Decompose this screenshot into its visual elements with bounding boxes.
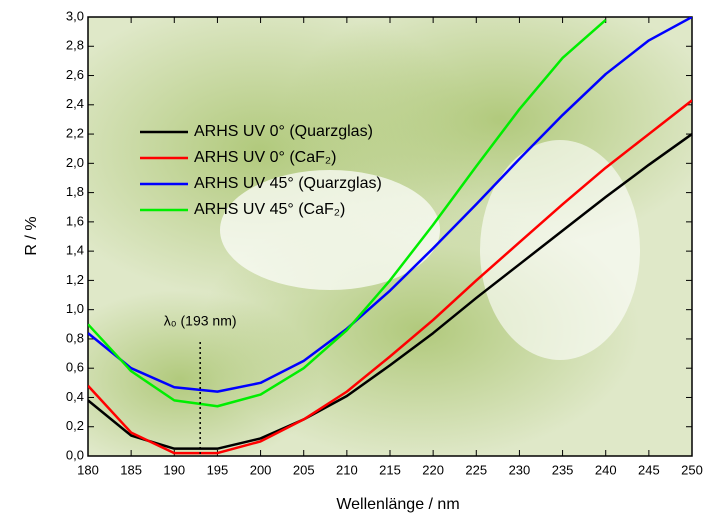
y-tick-label: 1,2: [66, 272, 84, 287]
x-tick-label: 235: [552, 462, 574, 477]
y-tick-label: 2,0: [66, 155, 84, 170]
series-line: [88, 99, 692, 455]
y-axis-label: R / %: [23, 216, 40, 255]
x-tick-label: 245: [638, 462, 660, 477]
x-tick-label: 215: [379, 462, 401, 477]
annotation-text: λ₀ (193 nm): [164, 313, 237, 329]
y-tick-label: 1,8: [66, 184, 84, 199]
x-tick-label: 200: [250, 462, 272, 477]
legend-label: ARHS UV 0° (CaF₂): [194, 149, 336, 166]
background: [88, 17, 692, 456]
y-tick-label: 0,2: [66, 418, 84, 433]
series-line: [88, 18, 607, 408]
x-tick-label: 220: [422, 462, 444, 477]
x-tick-label: 180: [77, 462, 99, 477]
legend-label: ARHS UV 45° (CaF₂): [194, 201, 345, 218]
y-tick-label: 0,8: [66, 330, 84, 345]
series-line: [88, 17, 692, 393]
x-tick-label: 225: [465, 462, 487, 477]
x-axis-label: Wellenlänge / nm: [336, 496, 459, 513]
x-tick-label: 205: [293, 462, 315, 477]
y-tick-label: 0,6: [66, 360, 84, 375]
x-tick-label: 210: [336, 462, 358, 477]
y-tick-label: 1,6: [66, 213, 84, 228]
y-tick-label: 2,6: [66, 67, 84, 82]
y-tick-label: 0,0: [66, 447, 84, 462]
series-line: [88, 133, 692, 450]
x-tick-label: 250: [681, 462, 703, 477]
x-tick-label: 185: [120, 462, 142, 477]
x-tick-label: 190: [163, 462, 185, 477]
legend-label: ARHS UV 0° (Quarzglas): [194, 123, 373, 140]
legend-label: ARHS UV 45° (Quarzglas): [194, 175, 382, 192]
y-tick-label: 3,0: [66, 8, 84, 23]
x-tick-label: 230: [509, 462, 531, 477]
x-tick-label: 240: [595, 462, 617, 477]
y-tick-label: 0,4: [66, 389, 84, 404]
y-tick-label: 2,2: [66, 126, 84, 141]
y-tick-label: 1,0: [66, 301, 84, 316]
y-tick-label: 2,8: [66, 38, 84, 53]
y-tick-label: 1,4: [66, 243, 84, 258]
x-tick-label: 195: [207, 462, 229, 477]
y-tick-label: 2,4: [66, 96, 84, 111]
